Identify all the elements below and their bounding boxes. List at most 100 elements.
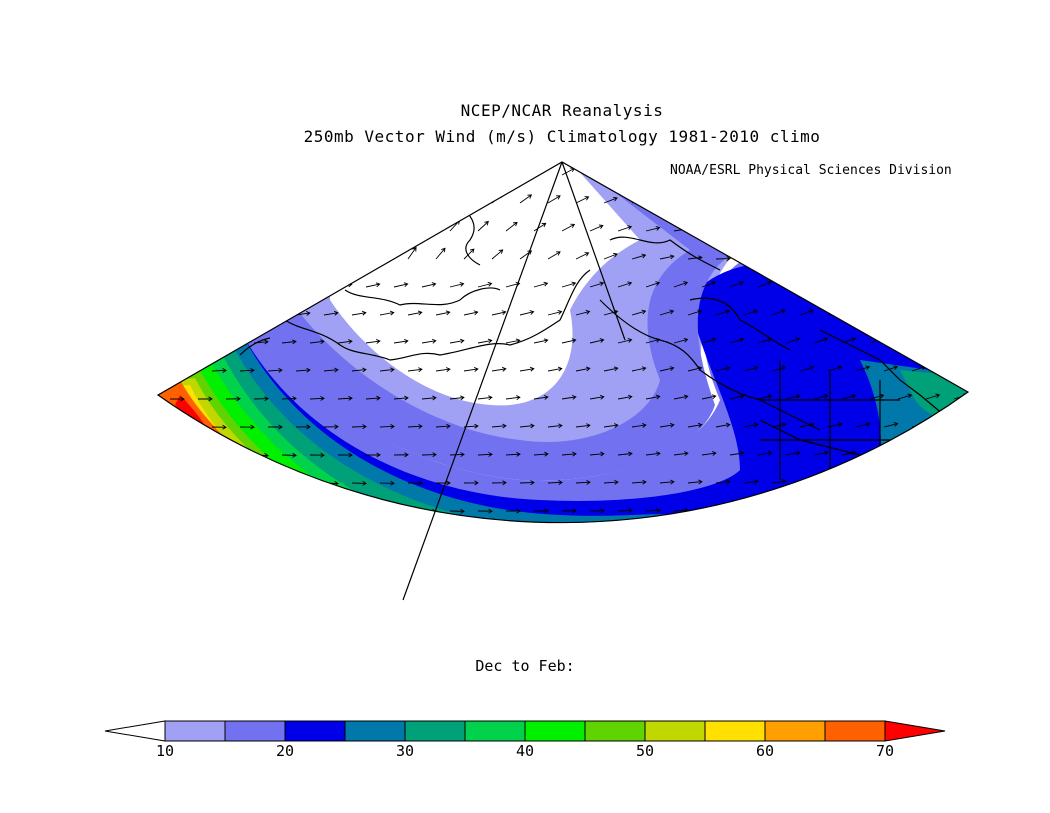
wind-vector-arrow [897,393,913,400]
wind-vector-arrow [407,367,423,373]
wind-vector-arrow [505,508,521,514]
wind-vector-arrow [673,451,689,457]
wind-vector-arrow [743,422,759,428]
wind-vector-arrow [435,247,446,260]
wind-vector-arrow [883,365,899,372]
colorbar-bin [284,720,346,742]
colorbar-bin [704,720,766,742]
wind-vector-arrow [925,393,941,400]
wind-vector-arrow [491,480,507,486]
wind-vector-arrow [589,224,604,232]
wind-vector-arrow [421,395,437,401]
wind-vector-arrow [673,337,689,344]
wind-vector-arrow [435,310,451,316]
wind-vector-arrow [715,256,731,262]
wind-vector-arrow [281,339,297,345]
wind-vector-arrow [757,280,772,288]
wind-vector-arrow [309,339,325,345]
wind-vector-arrow [659,479,675,485]
wind-vector-arrow [687,255,703,261]
wind-vector-arrow [757,394,773,400]
wind-vector-arrow [603,196,618,204]
wind-vector-arrow [197,396,213,402]
wind-vector-arrow [701,394,717,400]
wind-vector-arrow [771,422,787,428]
wind-vector-arrow [617,508,633,514]
wind-vector-arrow [589,338,605,344]
wind-vector-arrow [449,452,465,458]
wind-vector-arrow [421,338,437,344]
wind-vector-arrow [295,367,311,373]
wind-vector-arrow [645,226,661,232]
wind-vector-arrow [631,253,647,260]
wind-vector-arrow [701,337,717,344]
band-20-25 [158,264,968,523]
wind-vector-arrow [785,394,801,400]
coastlines [239,204,951,480]
wind-vector-arrow [463,480,479,486]
wind-vector-arrow [771,365,787,372]
wind-vector-arrow [575,423,591,429]
wind-vector-arrow [505,395,521,401]
colorbar-bin [464,720,526,742]
wind-vector-arrow [673,394,689,400]
wind-vector-arrow [253,396,269,402]
wind-vector-arrow [407,310,423,316]
wind-vector-arrow [603,252,618,260]
wind-vector-arrow [421,282,437,288]
wind-vector-arrow [491,366,507,372]
wind-vector-arrow [491,423,507,429]
wind-vector-arrow [477,452,493,457]
wind-vector-arrow [533,281,549,288]
colorbar-under-triangle [104,720,166,742]
wind-vector-arrow [575,479,591,485]
wind-vector-arrow [533,338,549,344]
wind-vector-arrow [575,196,590,204]
wind-vector-arrow [351,480,367,486]
wind-vector-arrow [813,337,829,344]
wind-vector-arrow [393,395,409,401]
wind-vector-arrow [491,249,504,260]
wind-vector-arrow [589,281,605,288]
wind-vector-arrow [393,338,409,344]
wind-vector-arrow [645,281,661,288]
wind-vector-arrow [281,396,297,402]
meridians [402,161,626,601]
wind-vector-arrow [407,423,423,429]
wind-vector-arrow [449,395,465,401]
wind-vector-arrow [757,450,773,456]
wind-vector-arrow [449,508,465,514]
wind-vector-arrow [687,422,703,428]
wind-vector-arrow [687,366,703,372]
colorbar-tick-label: 20 [275,742,295,760]
wind-vector-arrow [729,450,745,456]
wind-vector-arrow [211,424,227,430]
colorbar-bin [764,720,826,742]
wind-vector-arrow [561,223,576,232]
wind-vector-arrow [393,452,409,458]
title-line-1: NCEP/NCAR Reanalysis [460,101,664,120]
wind-vector-arrow [435,480,451,486]
wind-vector-arrow [631,309,647,316]
wind-vector-arrow [365,395,381,401]
wind-vector-arrow [617,451,633,457]
colorbar-bin [344,720,406,742]
wind-vector-arrow [281,452,297,458]
wind-vector-arrow [295,424,311,430]
title-line-2: 250mb Vector Wind (m/s) Climatology 1981… [303,127,821,146]
wind-vector-arrow [449,282,465,288]
wind-vector-arrow [771,309,787,316]
wind-vector-arrow [505,451,521,457]
wind-vector-arrow [477,220,489,232]
colorbar-tick-label: 70 [875,742,895,760]
wind-vector-arrow [309,396,325,401]
wind-vector-arrow [561,508,577,514]
wind-vector-arrow [365,452,381,458]
colorbar-tick-label: 30 [395,742,415,760]
season-label: Dec to Feb: [475,657,575,675]
colorbar-bin [224,720,286,742]
wind-vector-arrow [841,393,857,400]
wind-vector-arrow [267,367,283,373]
wind-vector-arrow [589,451,605,457]
wind-vector-arrow [589,394,605,400]
